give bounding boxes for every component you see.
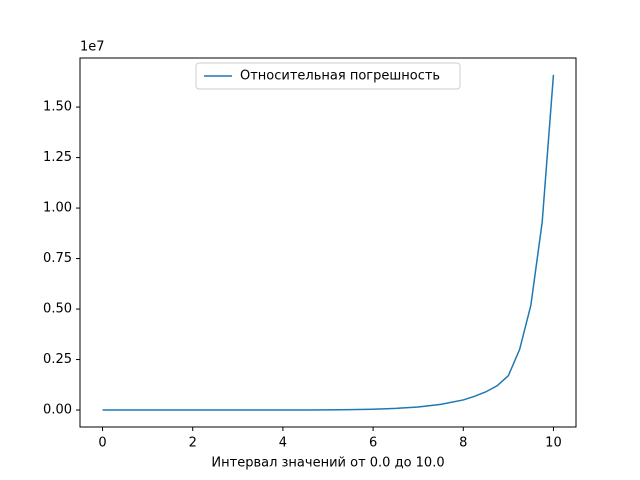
x-tick-label: 2 <box>189 436 197 451</box>
x-axis-label: Интервал значений от 0.0 до 10.0 <box>211 456 444 471</box>
y-tick-label: 0.75 <box>43 251 72 266</box>
y-tick-label: 0.00 <box>43 403 72 418</box>
x-tick-label: 0 <box>98 436 106 451</box>
x-tick-label: 10 <box>545 436 562 451</box>
data-line <box>102 74 555 411</box>
y-tick-label: 0.50 <box>43 302 72 317</box>
legend-box <box>195 62 461 90</box>
y-tick-label: 1.25 <box>43 150 72 165</box>
x-tick-label: 6 <box>369 436 377 451</box>
y-offset-label: 1e7 <box>80 40 105 55</box>
x-tick-label: 8 <box>459 436 467 451</box>
axes-frame <box>79 57 577 428</box>
y-tick-label: 1.50 <box>43 100 72 115</box>
legend-label: Относительная погрешность <box>240 69 440 84</box>
y-tick-label: 0.25 <box>43 352 72 367</box>
y-tick-label: 1.00 <box>43 201 72 216</box>
x-tick-label: 4 <box>279 436 287 451</box>
